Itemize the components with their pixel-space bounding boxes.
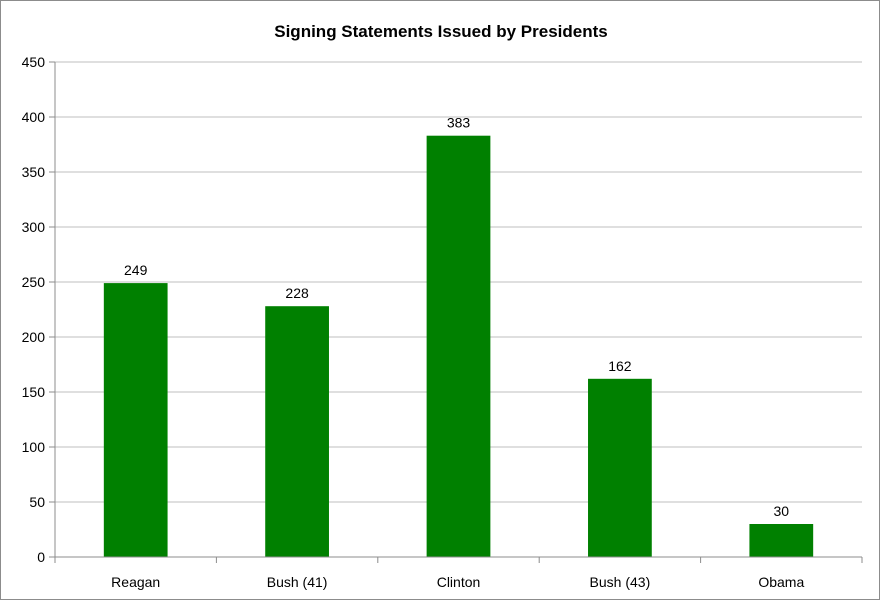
x-category-label: Bush (43) [590,574,651,590]
y-tick-label: 400 [22,109,46,125]
data-label: 228 [285,285,309,301]
data-label: 30 [774,503,790,519]
y-tick-label: 100 [22,439,46,455]
x-category-label: Reagan [111,574,160,590]
y-tick-label: 350 [22,164,46,180]
bar-obama [749,524,814,557]
data-labels: 249 228 383 162 30 [124,115,789,519]
data-label: 162 [608,358,632,374]
y-tick-label: 250 [22,274,46,290]
x-category-label: Clinton [437,574,481,590]
bar-bush-41 [265,306,329,557]
bar-clinton [426,135,491,557]
x-axis: Reagan Bush (41) Clinton Bush (43) Obama [54,556,863,590]
chart-title: Signing Statements Issued by Presidents [274,22,607,41]
y-axis: 0 50 100 150 200 250 300 350 400 450 [22,54,56,565]
y-tick-label: 0 [37,549,45,565]
y-tick-label: 50 [29,494,45,510]
y-tick-label: 150 [22,384,46,400]
data-label: 249 [124,262,148,278]
bars [103,135,814,557]
data-label: 383 [447,115,471,131]
y-tick-label: 200 [22,329,46,345]
y-tick-label: 450 [22,54,46,70]
x-category-label: Obama [758,574,804,590]
x-category-label: Bush (41) [267,574,328,590]
y-tick-label: 300 [22,219,46,235]
bar-bush-43 [588,378,652,557]
bar-reagan [103,283,168,557]
